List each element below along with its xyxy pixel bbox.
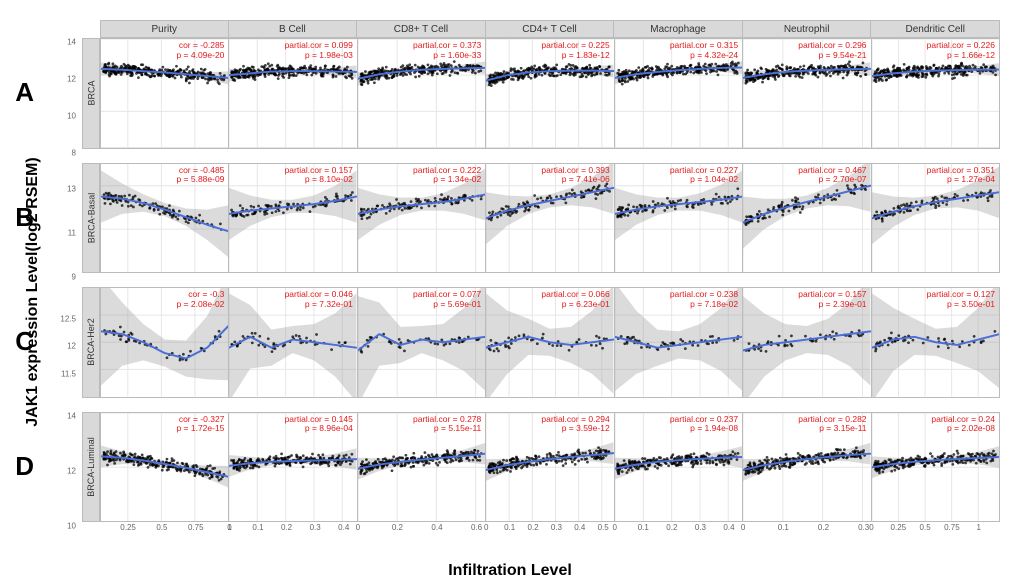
- column-header: Neutrophil: [743, 20, 872, 38]
- panel: partial.cor = 0.077p = 5.69e-01: [358, 287, 486, 398]
- row-strip: BRCA-Luminal: [82, 412, 100, 523]
- row-letter: B: [4, 202, 34, 233]
- x-ticks: 00.10.20.3: [743, 523, 870, 535]
- panel: partial.cor = 0.127p = 3.50e-01: [872, 287, 1000, 398]
- panel: partial.cor = 0.282p = 3.15e-1100.10.20.…: [743, 412, 871, 523]
- panel: partial.cor = 0.099p = 1.98e-03: [229, 38, 357, 149]
- x-ticks: 00.10.20.30.4: [229, 523, 356, 535]
- column-header: CD8+ T Cell: [357, 20, 486, 38]
- panel: partial.cor = 0.227p = 1.04e-02: [615, 163, 743, 274]
- panel: cor = -0.327p = 1.72e-150.250.50.751: [100, 412, 229, 523]
- panel: partial.cor = 0.226p = 1.66e-12: [872, 38, 1000, 149]
- panel: partial.cor = 0.296p = 9.54e-21: [743, 38, 871, 149]
- row-strip: BRCA: [82, 38, 100, 149]
- figure: JAK1 expression Level(log2 RSEM) Infiltr…: [0, 0, 1020, 584]
- column-header: CD4+ T Cell: [486, 20, 615, 38]
- x-ticks: 00.10.20.30.4: [615, 523, 742, 535]
- panel: partial.cor = 0.373p = 1.60e-33: [358, 38, 486, 149]
- panel: partial.cor = 0.315p = 4.32e-24: [615, 38, 743, 149]
- panel: cor = -0.285p = 4.09e-20: [100, 38, 229, 149]
- panel: partial.cor = 0.278p = 5.15e-1100.20.40.…: [358, 412, 486, 523]
- row-strip: BRCA-Her2: [82, 287, 100, 398]
- panel: partial.cor = 0.066p = 6.23e-01: [486, 287, 614, 398]
- y-ticks: 11.51212.5: [58, 287, 78, 398]
- panel: partial.cor = 0.393p = 7.41e-06: [486, 163, 614, 274]
- panel: partial.cor = 0.467p = 2.70e-07: [743, 163, 871, 274]
- panel: partial.cor = 0.24p = 2.02e-0800.250.50.…: [872, 412, 1000, 523]
- x-ticks: 00.20.40.6: [358, 523, 485, 535]
- panel: partial.cor = 0.294p = 3.59e-1200.10.20.…: [486, 412, 614, 523]
- row-letter: D: [4, 451, 34, 482]
- x-ticks: 00.250.50.751: [872, 523, 999, 535]
- row-letter: A: [4, 77, 34, 108]
- y-axis-label: JAK1 expression Level(log2 RSEM): [24, 157, 42, 426]
- y-ticks: 101214: [58, 412, 78, 523]
- panel: cor = -0.3p = 2.08e-02: [100, 287, 229, 398]
- column-header: Dendritic Cell: [871, 20, 1000, 38]
- panel: partial.cor = 0.237p = 1.94e-0800.10.20.…: [615, 412, 743, 523]
- panel: cor = -0.485p = 5.88e-09: [100, 163, 229, 274]
- panel: partial.cor = 0.046p = 7.32e-01: [229, 287, 357, 398]
- y-ticks: 91113: [58, 163, 78, 274]
- panel: partial.cor = 0.351p = 1.27e-04: [872, 163, 1000, 274]
- panel: partial.cor = 0.157p = 8.10e-02: [229, 163, 357, 274]
- column-header: Macrophage: [614, 20, 743, 38]
- x-ticks: 00.10.20.30.40.5: [486, 523, 613, 535]
- panel: partial.cor = 0.157p = 2.39e-01: [743, 287, 871, 398]
- column-header: B Cell: [229, 20, 358, 38]
- row-strip: BRCA-Basal: [82, 163, 100, 274]
- panel: partial.cor = 0.238p = 7.18e-02: [615, 287, 743, 398]
- x-ticks: 0.250.50.751: [101, 523, 228, 535]
- panel: partial.cor = 0.145p = 8.96e-0400.10.20.…: [229, 412, 357, 523]
- x-axis-label: Infiltration Level: [448, 562, 572, 580]
- facet-grid: PurityB CellCD8+ T CellCD4+ T CellMacrop…: [100, 20, 1000, 536]
- panel: partial.cor = 0.225p = 1.83e-12: [486, 38, 614, 149]
- panel: partial.cor = 0.222p = 1.34e-02: [358, 163, 486, 274]
- column-header: Purity: [100, 20, 229, 38]
- y-ticks: 8101214: [58, 38, 78, 149]
- row-letter: C: [4, 326, 34, 357]
